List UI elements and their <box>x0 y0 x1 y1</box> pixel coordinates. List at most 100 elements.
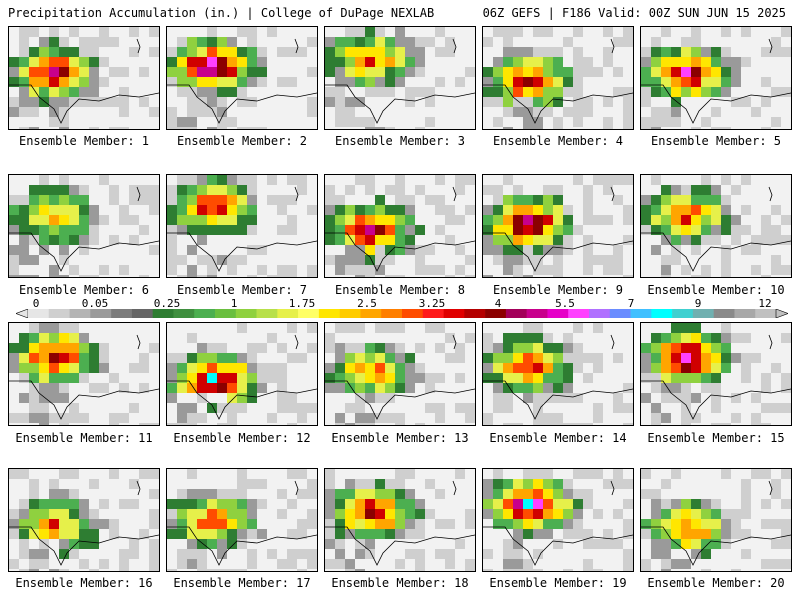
colorbar-tick-label: 0.25 <box>153 297 181 310</box>
boundary-line <box>167 84 317 124</box>
colorbar-cell <box>402 309 424 318</box>
colorbar-tick-label: 7 <box>627 297 635 310</box>
colorbar-cell <box>215 309 237 318</box>
ensemble-member-label: Ensemble Member: 19 <box>489 576 627 590</box>
precip-map <box>641 27 791 129</box>
boundary-line <box>641 526 791 566</box>
boundary-line <box>452 480 457 496</box>
colorbar-cell <box>713 309 735 318</box>
boundary-line <box>483 380 633 420</box>
boundary-line <box>294 38 299 54</box>
model-run-info: 06Z GEFS | F186 Valid: 00Z SUN JUN 15 20… <box>482 6 786 20</box>
colorbar-cell <box>111 309 133 318</box>
colorbar-cell <box>131 309 153 318</box>
precip-map <box>9 323 159 425</box>
ensemble-member-panel <box>166 468 318 572</box>
ensemble-member-panel <box>166 26 318 130</box>
colorbar-cell <box>630 309 652 318</box>
precip-map <box>641 323 791 425</box>
ensemble-member-label: Ensemble Member: 3 <box>334 134 466 148</box>
precip-map <box>641 469 791 571</box>
colorbar-tick-label: 12 <box>758 297 772 310</box>
colorbar-right-arrow <box>775 309 788 318</box>
boundary-line <box>641 380 791 420</box>
precip-map <box>325 323 475 425</box>
precip-map <box>9 469 159 571</box>
colorbar-tick-label: 1 <box>230 297 238 310</box>
ensemble-member-label: Ensemble Member: 18 <box>331 576 469 590</box>
boundary-line <box>136 480 141 496</box>
boundary-line <box>294 334 299 350</box>
colorbar-cell <box>152 309 174 318</box>
boundary-line <box>452 38 457 54</box>
ensemble-member-panel <box>640 322 792 426</box>
ensemble-member-panel <box>640 174 792 278</box>
ensemble-member-panel <box>8 26 160 130</box>
ensemble-member-panel <box>324 26 476 130</box>
boundary-line <box>768 334 773 350</box>
colorbar-cell <box>464 309 486 318</box>
ensemble-member-panel <box>482 26 634 130</box>
colorbar-cell <box>568 309 590 318</box>
precip-map <box>325 175 475 277</box>
colorbar-cell <box>692 309 714 318</box>
ensemble-member-label: Ensemble Member: 6 <box>18 283 150 297</box>
ensemble-member-label: Ensemble Member: 4 <box>492 134 624 148</box>
colorbar-cell <box>318 309 340 318</box>
ensemble-member-panel <box>482 174 634 278</box>
boundary-line <box>325 232 475 272</box>
boundary-line <box>325 380 475 420</box>
boundary-line <box>610 480 615 496</box>
ensemble-member-panel <box>166 322 318 426</box>
boundary-line <box>483 232 633 272</box>
boundary-line <box>167 526 317 566</box>
colorbar-tick-label: 2.5 <box>357 297 377 310</box>
precip-map <box>9 27 159 129</box>
boundary-line <box>325 84 475 124</box>
ensemble-member-label: Ensemble Member: 8 <box>334 283 466 297</box>
ensemble-member-label: Ensemble Member: 9 <box>492 283 624 297</box>
boundary-line <box>167 380 317 420</box>
colorbar-cell <box>69 309 91 318</box>
ensemble-member-panel <box>640 26 792 130</box>
precip-map <box>641 175 791 277</box>
ensemble-member-label: Ensemble Member: 5 <box>650 134 782 148</box>
colorbar-cell <box>672 309 694 318</box>
boundary-line <box>294 186 299 202</box>
colorbar-cell <box>651 309 673 318</box>
precip-map <box>167 175 317 277</box>
boundary-line <box>483 84 633 124</box>
colorbar <box>16 309 788 318</box>
ensemble-member-panel <box>324 468 476 572</box>
precip-map <box>167 27 317 129</box>
colorbar-cell <box>755 309 777 318</box>
boundary-line <box>136 38 141 54</box>
colorbar-cell <box>505 309 527 318</box>
colorbar-cell <box>609 309 631 318</box>
boundary-line <box>483 526 633 566</box>
colorbar-tick-label: 3.25 <box>418 297 446 310</box>
precip-map <box>483 469 633 571</box>
precip-map <box>483 27 633 129</box>
colorbar-tick-label: 4 <box>494 297 502 310</box>
colorbar-cell <box>422 309 444 318</box>
ensemble-member-panel <box>8 468 160 572</box>
colorbar-tick-label: 5.5 <box>555 297 575 310</box>
chart-title: Precipitation Accumulation (in.) | Colle… <box>8 6 435 20</box>
boundary-line <box>9 526 159 566</box>
ensemble-member-panel <box>8 174 160 278</box>
boundary-line <box>452 334 457 350</box>
ensemble-member-label: Ensemble Member: 12 <box>173 431 311 445</box>
colorbar-cell <box>235 309 257 318</box>
colorbar-tick-label: 1.75 <box>288 297 316 310</box>
ensemble-member-label: Ensemble Member: 16 <box>15 576 153 590</box>
boundary-line <box>641 84 791 124</box>
colorbar-left-arrow <box>16 309 29 318</box>
ensemble-member-label: Ensemble Member: 7 <box>176 283 308 297</box>
boundary-line <box>641 232 791 272</box>
ensemble-member-label: Ensemble Member: 11 <box>15 431 153 445</box>
colorbar-cell <box>381 309 403 318</box>
ensemble-member-panel <box>482 468 634 572</box>
boundary-line <box>9 380 159 420</box>
precip-map <box>167 323 317 425</box>
